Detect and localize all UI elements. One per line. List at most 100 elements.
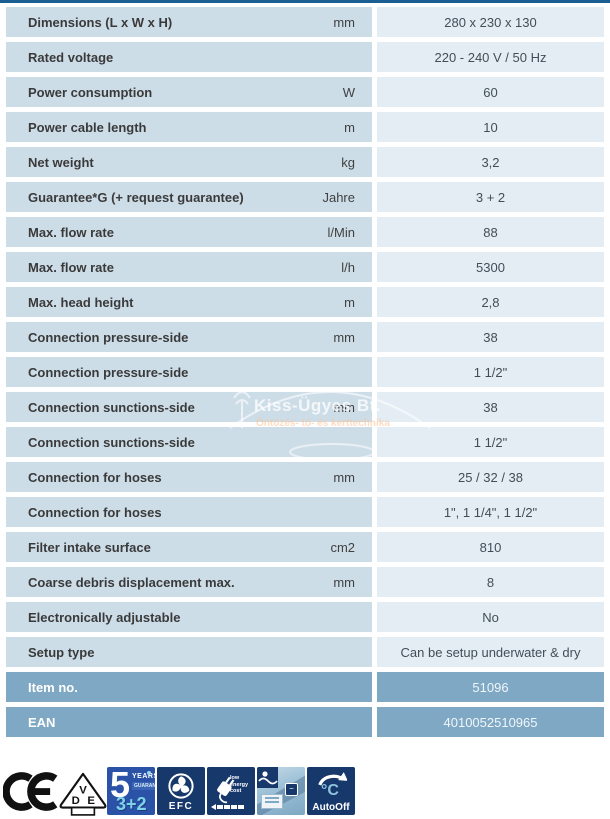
table-row: Max. head height m 2,8 — [6, 287, 604, 317]
spec-label: EAN — [28, 714, 56, 730]
vde-mark-icon: V D E — [59, 772, 107, 816]
table-row: Connection pressure-side mm 38 — [6, 322, 604, 352]
spec-label-cell: EAN — [6, 707, 372, 737]
spec-value-cell: 3 + 2 — [377, 182, 604, 212]
table-row: Rated voltage 220 - 240 V / 50 Hz — [6, 42, 604, 72]
table-row: Connection sunctions-side 1 1/2" — [6, 427, 604, 457]
spec-value: No — [482, 609, 499, 625]
spec-unit: m — [344, 119, 355, 135]
spec-unit: mm — [333, 574, 355, 590]
spec-unit: mm — [333, 469, 355, 485]
spec-value-cell: 51096 — [377, 672, 604, 702]
autooff-temp-label: °C — [321, 782, 339, 799]
spec-value: 10 — [483, 119, 498, 135]
table-row: Power consumption W 60 — [6, 77, 604, 107]
spec-label: Power consumption — [28, 84, 153, 100]
spec-value-cell: 220 - 240 V / 50 Hz — [377, 42, 604, 72]
spec-value: 38 — [483, 329, 498, 345]
spec-label-cell: Connection sunctions-side mm — [6, 392, 372, 422]
spec-label: Connection pressure-side — [28, 364, 189, 380]
spec-value: 88 — [483, 224, 498, 240]
table-row: Connection sunctions-side mm 38 — [6, 392, 604, 422]
spec-value-cell: 1 1/2" — [377, 427, 604, 457]
spec-label-cell: Connection for hoses mm — [6, 462, 372, 492]
spec-label-cell: Electronically adjustable — [6, 602, 372, 632]
spec-label-cell: Filter intake surface cm2 — [6, 532, 372, 562]
autooff-label: AutoOff — [312, 802, 350, 813]
autooff-badge: °C AutoOff — [307, 767, 355, 815]
spec-label: Connection for hoses — [28, 469, 162, 485]
rotate-arrow-icon — [318, 772, 347, 786]
spec-value: 51096 — [472, 679, 509, 695]
table-row: Setup type Can be setup underwater & dry — [6, 637, 604, 667]
spec-label-cell: Power consumption W — [6, 77, 372, 107]
table-row: Max. flow rate l/Min 88 — [6, 217, 604, 247]
low-energy-cost-badge: low energy cost — [207, 767, 255, 815]
table-row: Electronically adjustable No — [6, 602, 604, 632]
spec-value-cell: 10 — [377, 112, 604, 142]
svg-text:D: D — [72, 795, 80, 807]
spec-label-cell: Setup type — [6, 637, 372, 667]
spec-label: Setup type — [28, 644, 95, 660]
table-row: Dimensions (L x W x H) mm 280 x 230 x 13… — [6, 7, 604, 37]
spec-label-cell: Connection sunctions-side — [6, 427, 372, 457]
spec-value: 25 / 32 / 38 — [457, 469, 524, 485]
svg-text:E: E — [87, 795, 95, 807]
spec-label: Max. flow rate — [28, 224, 114, 240]
spec-label: Connection sunctions-side — [28, 434, 195, 450]
spec-value-cell: 2,8 — [377, 287, 604, 317]
spec-unit: l/Min — [327, 224, 355, 240]
spec-label: Connection for hoses — [28, 504, 162, 520]
spec-label: Net weight — [28, 154, 94, 170]
guarantee-dot-icon — [147, 771, 151, 775]
spec-value-cell: 8 — [377, 567, 604, 597]
spec-value: 1", 1 1/4", 1 1/2" — [443, 504, 538, 520]
spec-label: Power cable length — [28, 119, 147, 135]
guarantee-text-label: GUARANTEE — [132, 782, 155, 790]
swimmer-icon — [258, 771, 278, 785]
spec-label: Connection pressure-side — [28, 329, 189, 345]
spec-unit: W — [342, 84, 355, 100]
spec-value-cell: 88 — [377, 217, 604, 247]
spec-value-cell: 4010052510965 — [377, 707, 604, 737]
spec-value-cell: 280 x 230 x 130 — [377, 7, 604, 37]
guarantee-5-label: 5 — [110, 767, 131, 805]
spec-unit: mm — [333, 14, 355, 30]
table-row: Filter intake surface cm2 810 — [6, 532, 604, 562]
impeller-icon — [168, 773, 194, 799]
spec-value-cell: 3,2 — [377, 147, 604, 177]
spec-label: Electronically adjustable — [28, 609, 181, 625]
spec-value-cell: 60 — [377, 77, 604, 107]
spec-value-cell: 38 — [377, 322, 604, 352]
spec-label-cell: Max. head height m — [6, 287, 372, 317]
spec-value: 8 — [486, 574, 495, 590]
spec-label: Dimensions (L x W x H) — [28, 14, 173, 30]
spec-value: 5300 — [476, 259, 505, 275]
energy-meter-icon — [211, 804, 244, 810]
spec-value: 280 x 230 x 130 — [444, 14, 537, 30]
spec-label-cell: Rated voltage — [6, 42, 372, 72]
table-row: Coarse debris displacement max. mm 8 — [6, 567, 604, 597]
spec-unit: l/h — [341, 259, 355, 275]
spec-value: 810 — [479, 539, 502, 555]
spec-label-cell: Max. flow rate l/Min — [6, 217, 372, 247]
spec-label-cell: Coarse debris displacement max. mm — [6, 567, 372, 597]
spec-unit: cm2 — [330, 539, 355, 555]
table-row: Connection for hoses mm 25 / 32 / 38 — [6, 462, 604, 492]
table-row: Net weight kg 3,2 — [6, 147, 604, 177]
table-row: EAN 4010052510965 — [6, 707, 604, 737]
spec-value: 2,8 — [481, 294, 500, 310]
swimmer-corner-icon — [257, 767, 278, 788]
top-divider — [0, 0, 610, 3]
spec-table: Dimensions (L x W x H) mm 280 x 230 x 13… — [6, 7, 604, 742]
spec-value-cell: Can be setup underwater & dry — [377, 637, 604, 667]
spec-unit: mm — [333, 399, 355, 415]
spec-unit: Jahre — [322, 189, 355, 205]
spec-value: 3,2 — [481, 154, 500, 170]
table-row: Item no. 51096 — [6, 672, 604, 702]
table-row: Max. flow rate l/h 5300 — [6, 252, 604, 282]
spec-value-cell: 810 — [377, 532, 604, 562]
spec-value: 1 1/2" — [473, 434, 508, 450]
low-energy-cost-label: low energy cost — [230, 775, 249, 795]
guarantee-years-label: YEARS — [132, 773, 155, 780]
